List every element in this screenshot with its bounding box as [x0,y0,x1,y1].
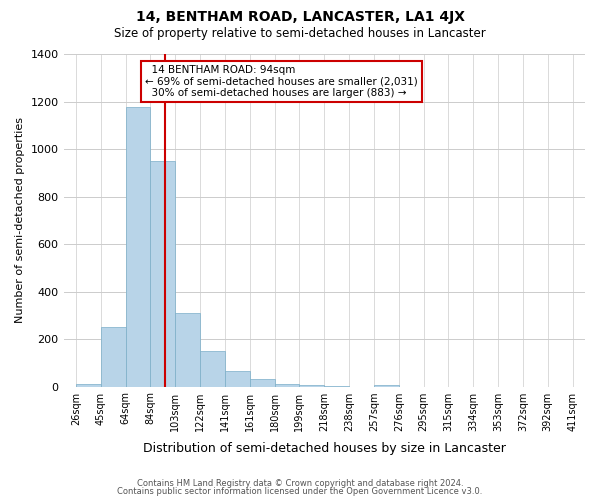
Text: Contains public sector information licensed under the Open Government Licence v3: Contains public sector information licen… [118,487,482,496]
Bar [175,313,200,386]
Bar [250,380,275,386]
X-axis label: Distribution of semi-detached houses by size in Lancaster: Distribution of semi-detached houses by … [143,442,506,455]
Bar [76,384,101,386]
Text: 14 BENTHAM ROAD: 94sqm
← 69% of semi-detached houses are smaller (2,031)
  30% o: 14 BENTHAM ROAD: 94sqm ← 69% of semi-det… [145,64,418,98]
Text: 14, BENTHAM ROAD, LANCASTER, LA1 4JX: 14, BENTHAM ROAD, LANCASTER, LA1 4JX [136,10,464,24]
Bar [151,161,175,386]
Bar [225,371,250,386]
Y-axis label: Number of semi-detached properties: Number of semi-detached properties [15,118,25,324]
Bar [374,384,399,386]
Bar [125,108,151,386]
Text: Size of property relative to semi-detached houses in Lancaster: Size of property relative to semi-detach… [114,28,486,40]
Bar [101,326,125,386]
Text: Contains HM Land Registry data © Crown copyright and database right 2024.: Contains HM Land Registry data © Crown c… [137,478,463,488]
Bar [275,384,299,386]
Bar [200,351,225,386]
